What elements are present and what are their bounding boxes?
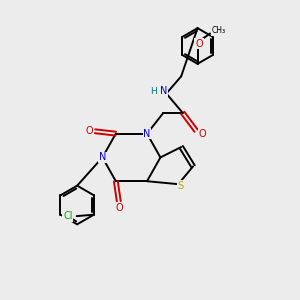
Text: O: O (116, 203, 123, 213)
Text: S: S (178, 181, 184, 191)
Text: Cl: Cl (63, 211, 73, 221)
Text: H: H (151, 87, 157, 96)
Text: O: O (85, 126, 93, 136)
Text: N: N (99, 152, 106, 162)
Text: O: O (195, 39, 203, 49)
Text: N: N (143, 129, 151, 139)
Text: CH₃: CH₃ (211, 26, 225, 35)
Text: O: O (199, 129, 206, 139)
Text: N: N (160, 86, 167, 96)
